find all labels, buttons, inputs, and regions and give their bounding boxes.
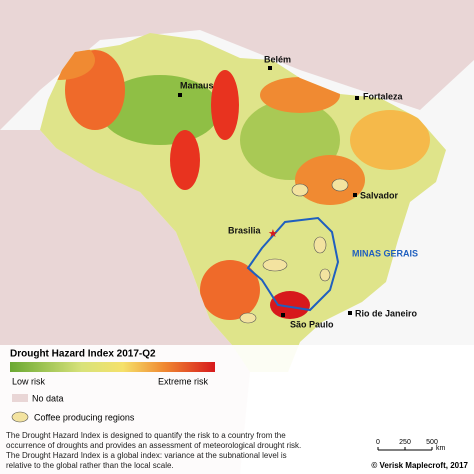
scale-label: 500 — [426, 439, 438, 446]
legend-high: Extreme risk — [158, 376, 209, 386]
city-label: Brasilia — [228, 225, 262, 235]
city-label: Fortaleza — [363, 91, 404, 101]
region-label: MINAS GERAIS — [352, 248, 418, 258]
capital-star: ★ — [268, 228, 278, 240]
legend-gradient — [10, 362, 215, 372]
scale-unit: km — [436, 445, 446, 452]
credit: © Verisk Maplecroft, 2017 — [371, 461, 468, 470]
coffee-swatch — [11, 411, 29, 423]
scale-label: 0 — [376, 439, 380, 446]
footnote-line: occurrence of droughts and provides an a… — [6, 441, 301, 450]
footnote-line: relative to the global rather than the l… — [6, 461, 174, 470]
city-label: Belém — [264, 54, 291, 64]
legend-no-data: No data — [32, 393, 64, 403]
legend-title: Drought Hazard Index 2017-Q2 — [10, 349, 156, 360]
city-label: Manaus — [180, 80, 214, 90]
legend-low: Low risk — [12, 376, 46, 386]
footnote-line: The Drought Hazard Index is designed to … — [6, 431, 286, 440]
coffee-regions — [239, 178, 349, 324]
legend-coffee: Coffee producing regions — [34, 412, 135, 422]
footnote-line: The Drought Hazard Index is a global ind… — [6, 451, 287, 460]
city-markers — [178, 66, 359, 317]
city-label: Rio de Janeiro — [355, 308, 418, 318]
region-outline — [246, 216, 340, 312]
city-label: São Paulo — [290, 319, 334, 329]
scale-label: 250 — [399, 439, 411, 446]
city-label: Salvador — [360, 190, 399, 200]
no-data-swatch — [12, 394, 28, 402]
